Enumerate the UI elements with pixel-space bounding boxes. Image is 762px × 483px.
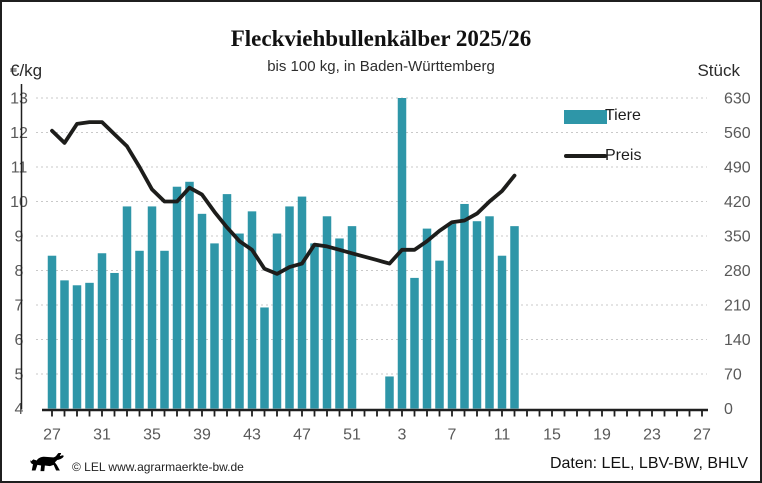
y-tick-label-right: 70 [724,367,742,384]
tiere-bar-week-49 [322,216,332,409]
chart-plot-area: 4 5 6 7 8 9 10 11 12 13 0 70 140 210 280 350 420 490 560 63… [10,84,751,444]
y-tick-label-right: 140 [724,332,751,349]
tiere-bar-week-39 [197,213,207,409]
tiere-bar-week-32 [110,272,119,409]
preis-line [50,120,517,276]
tiere-bar-week-33 [122,206,132,409]
x-tick-label: 35 [143,427,161,444]
tiere-bar-week-34 [135,250,144,409]
left-axis-unit-label: €/kg [10,61,43,80]
tiere-bar-week-51 [347,226,357,409]
y-tick-label-left: 7 [15,298,24,315]
tiere-bar-week-12 [510,226,519,409]
tiere-bar-week-42 [235,233,244,409]
y-tick-label-left: 8 [15,263,24,280]
tiere-bar-week-6 [435,260,444,409]
y-tick-label-left: 5 [15,367,24,384]
x-tick-label: 23 [643,427,661,444]
tiere-bar-week-10 [485,216,494,409]
tiere-bar-week-47 [297,196,307,409]
tiere-bar-week-31 [97,253,107,409]
right-axis-unit-label: Stück [697,61,740,80]
x-tick-label: 47 [293,427,311,444]
tiere-bar-week-30 [85,282,94,409]
y-tick-label-right: 350 [724,229,751,246]
chart-title: Fleckviehbullenkälber 2025/26 [230,26,532,51]
y-tick-label-right: 490 [724,160,751,177]
footer-data-source: Daten: LEL, LBV-BW, BHLV [549,455,748,472]
y-tick-label-left: 12 [10,125,28,142]
x-tick-label: 11 [494,427,511,444]
tiere-bar-week-9 [472,221,482,409]
y-tick-label-right: 420 [724,194,751,211]
y-tick-label-left: 10 [10,194,28,211]
x-tick-label: 27 [693,427,711,444]
tiere-bar-week-45 [272,233,282,409]
legend-tiere-label: Tiere [605,107,641,124]
legend-preis-label: Preis [605,147,642,164]
legend-preis-swatch [564,154,607,158]
x-tick-label: 39 [193,427,211,444]
x-tick-label: 15 [543,427,561,444]
y-tick-label-left: 9 [15,229,24,246]
tiere-bar-week-46 [285,206,294,409]
x-tick-label: 3 [398,427,407,444]
tiere-bar-week-28 [60,280,69,409]
x-tick-label: 31 [93,427,111,444]
footer-copyright: © LEL www.agrarmaerkte-bw.de [72,460,244,474]
y-tick-label-right: 210 [724,298,751,315]
tiere-bar-week-41 [222,194,232,409]
tiere-bar-week-37 [172,186,182,409]
y-tick-label-right: 630 [724,91,751,108]
tiere-bar-week-35 [147,206,157,409]
x-tick-label: 51 [343,427,361,444]
tiere-bar-week-5 [422,228,432,409]
tiere-bar-week-38 [185,181,194,409]
tiere-bar-week-50 [335,238,344,409]
tiere-bar-week-43 [247,211,257,409]
legend-tiere-swatch [564,110,607,124]
y-tick-label-right: 560 [724,125,751,142]
x-tick-label: 27 [43,427,61,444]
tiere-bar-week-8 [460,203,469,409]
y-tick-label-left: 11 [11,160,28,177]
y-tick-label-right: 280 [724,263,751,280]
tiere-bar-week-40 [210,243,219,409]
tiere-bar-week-29 [72,285,82,409]
tiere-bar-week-2 [385,376,394,409]
y-tick-label-left: 4 [15,401,24,418]
tiere-bar-week-3 [397,98,407,409]
y-tick-label-right: 0 [724,401,733,418]
lel-lion-logo-icon [30,453,64,472]
tiere-bar-week-7 [447,223,457,409]
tiere-bar-week-36 [160,250,169,409]
y-tick-label-left: 13 [10,91,28,108]
tiere-bar-week-4 [410,277,419,409]
tiere-bar-week-44 [260,307,269,409]
x-tick-label: 19 [593,427,611,444]
tiere-bar-week-48 [310,243,319,409]
tiere-bar-week-11 [497,255,507,409]
chart-subtitle: bis 100 kg, in Baden-Württemberg [267,58,495,75]
x-tick-label: 7 [448,427,457,444]
tiere-bar-week-27 [47,255,57,409]
y-tick-label-left: 6 [15,332,24,349]
x-tick-label: 43 [243,427,261,444]
